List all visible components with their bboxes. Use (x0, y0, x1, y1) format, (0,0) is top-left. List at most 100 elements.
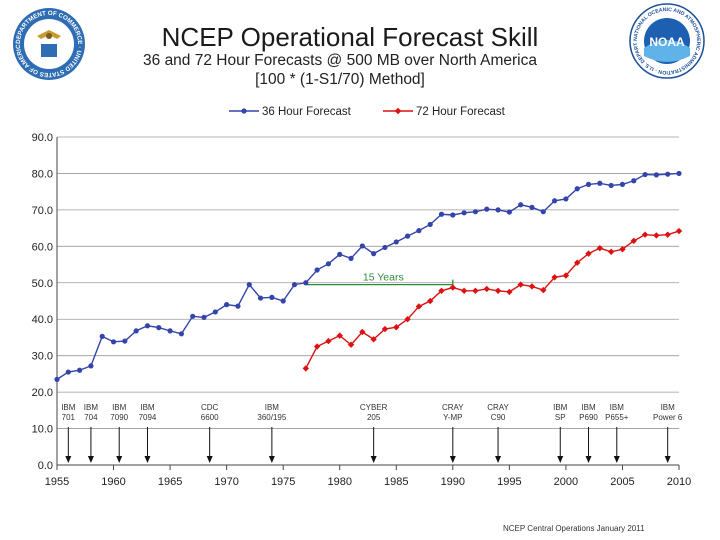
data-point (122, 338, 128, 344)
computer-label: IBM (61, 403, 76, 412)
data-point (393, 239, 399, 245)
data-point (540, 209, 546, 215)
legend-marker (394, 107, 402, 115)
data-point (619, 181, 626, 187)
noaa-seal: NATIONAL OCEANIC AND ATMOSPHERIC ADMINIS… (628, 2, 705, 79)
x-tick-label: 1960 (101, 476, 125, 488)
computer-label: 205 (367, 413, 381, 422)
computer-label: SP (555, 413, 566, 422)
data-point (336, 332, 343, 339)
y-tick-label: 70.0 (32, 205, 53, 217)
data-point (664, 231, 671, 238)
data-point (415, 303, 423, 310)
computer-arrow-head (144, 456, 151, 463)
x-tick-label: 1985 (384, 476, 408, 488)
computer-arrow-head (613, 456, 620, 463)
data-point (110, 339, 117, 345)
data-point (359, 328, 366, 336)
computer-label: 7094 (139, 413, 157, 422)
computer-arrow-head (495, 456, 502, 463)
data-point (269, 294, 275, 300)
department-of-commerce-seal: DEPARTMENT OF COMMERCE · UNITED STATES O… (11, 6, 85, 80)
data-point (438, 211, 445, 217)
data-point (291, 282, 298, 288)
computer-label: IBM (661, 403, 676, 412)
data-point (472, 287, 479, 294)
data-point (631, 178, 637, 184)
chart-subtitle-line1: 36 and 72 Hour Forecasts @ 500 MB over N… (143, 52, 537, 69)
data-point (619, 246, 626, 253)
computer-arrow-head (268, 456, 275, 463)
axes (56, 137, 680, 470)
computer-arrow-head (370, 456, 377, 463)
data-point (404, 233, 411, 239)
computer-label: 6600 (201, 413, 219, 422)
data-point (585, 181, 592, 187)
x-tick-label: 2000 (554, 476, 578, 488)
noaa-seal-center: NOAA (649, 35, 685, 49)
computer-arrow-head (664, 456, 671, 463)
data-point (506, 209, 512, 215)
data-point (630, 237, 637, 245)
computer-label: 704 (84, 413, 98, 422)
data-point (608, 182, 614, 189)
y-tick-label: 0.0 (38, 460, 53, 472)
legend-marker (241, 108, 247, 114)
data-point (235, 303, 241, 309)
computer-label: CDC (201, 403, 219, 412)
data-point (562, 272, 570, 279)
computer-label: IBM (140, 403, 155, 412)
data-point (427, 221, 433, 228)
data-point (528, 283, 536, 290)
data-point (54, 376, 60, 382)
data-point (404, 316, 411, 323)
data-point (77, 367, 83, 373)
data-point (460, 287, 468, 294)
computer-label: P690 (579, 413, 598, 422)
data-point (325, 337, 332, 345)
computer-annotations: IBM701IBM704IBM7090IBM7094CDC6600IBM360/… (61, 403, 683, 463)
series-plot (54, 170, 683, 382)
data-point (416, 228, 422, 234)
data-point (529, 204, 535, 210)
data-point (574, 186, 580, 192)
data-point (552, 198, 558, 204)
data-point (675, 227, 683, 235)
span-label: 15 Years (363, 272, 404, 284)
data-point (246, 282, 252, 288)
data-point (88, 363, 94, 369)
x-tick-label: 1970 (214, 476, 238, 488)
data-point (280, 298, 286, 304)
y-tick-label: 80.0 (32, 168, 53, 180)
data-point (348, 255, 354, 261)
legend-entry: 72 Hour Forecast (383, 106, 506, 118)
data-point (201, 314, 207, 320)
data-point (190, 313, 196, 319)
x-tick-label: 2010 (667, 476, 691, 488)
data-point (347, 341, 355, 348)
computer-label: C90 (491, 413, 506, 422)
y-tick-label: 60.0 (32, 241, 53, 253)
x-tick-label: 1990 (441, 476, 465, 488)
x-tick-label: 1980 (327, 476, 351, 488)
data-point (597, 180, 603, 186)
data-point (506, 288, 513, 296)
data-point (461, 210, 467, 216)
data-point (370, 336, 377, 343)
data-point (483, 285, 490, 293)
x-tick-labels: 1955 1960 1965 1970 1975 1980 1985 1990 1995 2000… (45, 476, 691, 488)
data-point (641, 231, 649, 238)
data-point (642, 171, 648, 178)
gridlines (57, 136, 679, 429)
chart-subtitle-line2: [100 * (1-S1/70) Method] (255, 71, 425, 88)
